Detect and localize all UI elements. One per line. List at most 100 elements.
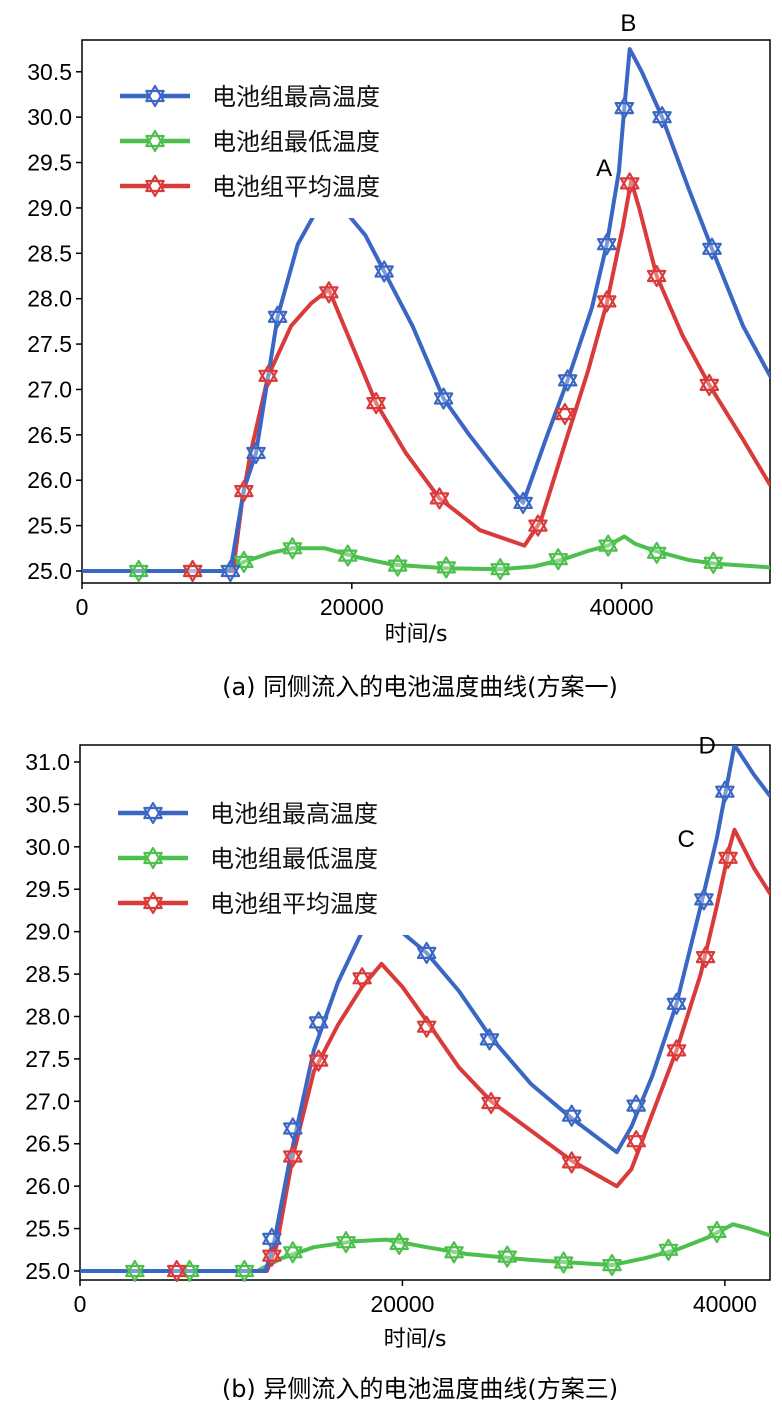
y-tick-label: 27.0 — [27, 376, 72, 402]
chart-panel-b: 25.0 25.5 26.0 26.5 27.0 27.5 28.0 28.5 29.0 29.5… — [0, 707, 782, 1414]
legend-marker-icon — [145, 84, 165, 108]
data-point-marker — [308, 1011, 329, 1034]
y-tick-label: 26.0 — [27, 467, 72, 493]
y-tick-label: 29.5 — [27, 150, 72, 176]
data-point-marker — [497, 1245, 517, 1268]
data-point-marker — [262, 1227, 282, 1250]
y-tick-label: 28.5 — [25, 961, 70, 987]
data-point-marker — [658, 1238, 679, 1261]
y-tick-label: 28.0 — [27, 286, 72, 312]
data-point-marker — [436, 556, 456, 579]
x-axis-label: 时间/s — [385, 622, 448, 647]
data-point-marker — [282, 537, 303, 560]
data-point-marker — [479, 1028, 500, 1051]
data-point-marker — [695, 946, 716, 969]
y-tick-label: 29.5 — [25, 876, 70, 902]
data-point-marker — [715, 780, 735, 803]
y-tick-label: 25.0 — [27, 558, 72, 584]
data-point-marker — [553, 1251, 574, 1274]
data-point-marker — [220, 559, 241, 583]
data-point-marker — [699, 373, 720, 396]
data-point-marker — [561, 1104, 582, 1127]
data-point-marker — [602, 1254, 622, 1277]
data-point-marker — [597, 233, 617, 256]
x-tick-label: 40000 — [590, 594, 654, 620]
series-line-max-temp — [80, 745, 770, 1273]
legend-label: 电池组平均温度 — [212, 173, 380, 201]
data-point-marker — [646, 264, 667, 288]
data-point-marker — [703, 551, 724, 574]
legend-label: 电池组最低温度 — [210, 845, 378, 873]
data-point-marker — [283, 1145, 303, 1168]
series-line-max-temp — [82, 47, 770, 573]
data-point-marker — [416, 1015, 437, 1038]
legend-marker-icon — [145, 129, 165, 153]
series-line-avg-temp — [82, 178, 770, 573]
y-tick-label: 27.0 — [25, 1088, 70, 1114]
data-point-marker — [598, 534, 618, 557]
y-tick-label: 26.0 — [25, 1173, 70, 1199]
data-point-marker — [125, 1259, 145, 1283]
data-point-marker — [389, 1232, 409, 1255]
data-point-marker — [702, 237, 722, 260]
y-tick-label: 26.5 — [27, 422, 72, 448]
data-point-marker — [128, 559, 149, 583]
data-point-marker — [614, 97, 635, 120]
annotation-label: B — [620, 10, 636, 37]
data-point-marker — [548, 548, 568, 571]
data-point-marker — [234, 480, 254, 503]
data-point-marker — [319, 281, 339, 304]
x-axis-label: 时间/s — [384, 1327, 447, 1352]
x-tick-label: 0 — [76, 594, 89, 620]
data-point-marker — [626, 1094, 646, 1117]
legend-marker-icon — [143, 891, 163, 915]
y-tick-label: 30.0 — [27, 104, 72, 130]
y-tick-label: 31.0 — [25, 749, 70, 775]
legend-marker-icon — [145, 174, 165, 198]
y-tick-label: 28.5 — [27, 240, 72, 266]
figure-caption: (a) 同侧流入的电池温度曲线(方案一) — [222, 673, 618, 701]
annotation-label: D — [698, 732, 715, 759]
figure-caption: (b) 异侧流入的电池温度曲线(方案三) — [222, 1375, 618, 1403]
y-tick-label: 30.0 — [25, 834, 70, 860]
data-point-marker — [707, 1220, 727, 1244]
x-tick-label: 20000 — [320, 594, 384, 620]
data-point-marker — [646, 541, 667, 564]
data-point-marker — [167, 1259, 187, 1283]
data-point-marker — [513, 491, 533, 514]
data-point-marker — [490, 558, 510, 581]
data-point-marker — [429, 487, 450, 510]
legend-label: 电池组最高温度 — [210, 800, 378, 828]
y-tick-label: 25.5 — [25, 1216, 70, 1242]
x-tick-label: 40000 — [693, 1291, 757, 1317]
y-tick-label: 25.0 — [25, 1258, 70, 1284]
series-line-avg-temp — [80, 827, 770, 1273]
data-point-marker — [652, 106, 672, 129]
annotation-label: A — [596, 155, 612, 182]
data-point-marker — [366, 392, 386, 415]
y-tick-label: 27.5 — [27, 331, 72, 357]
data-point-marker — [308, 1049, 329, 1072]
data-point-marker — [352, 967, 372, 990]
data-point-marker — [694, 888, 714, 911]
data-point-marker — [561, 1151, 582, 1174]
y-tick-label: 26.5 — [25, 1131, 70, 1157]
data-point-marker — [246, 441, 266, 465]
data-point-marker — [718, 846, 738, 869]
data-point-marker — [182, 559, 203, 583]
y-tick-label: 30.5 — [27, 59, 72, 85]
data-point-marker — [597, 290, 617, 313]
legend-label: 电池组平均温度 — [210, 890, 378, 918]
data-point-marker — [666, 992, 687, 1015]
chart-panel-a: 25.0 25.5 26.0 26.5 27.0 27.5 28.0 28.5 29.0 29.5… — [27, 10, 771, 701]
annotation-label: C — [677, 826, 694, 853]
data-point-marker — [619, 172, 640, 195]
data-point-marker — [416, 941, 437, 964]
data-point-marker — [338, 544, 358, 567]
data-point-marker — [557, 369, 578, 392]
data-point-marker — [234, 1259, 255, 1283]
legend-marker-icon — [143, 846, 163, 870]
y-tick-label: 30.5 — [25, 791, 70, 817]
